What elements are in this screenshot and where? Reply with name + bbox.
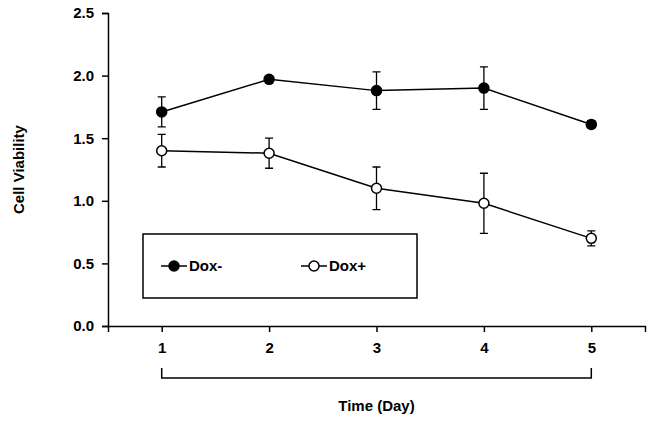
error-bar bbox=[158, 134, 166, 167]
y-tick-label: 0.5 bbox=[73, 255, 94, 272]
x-tick: 1 bbox=[158, 326, 166, 356]
legend-label: Dox+ bbox=[329, 257, 366, 274]
y-axis-line bbox=[102, 14, 109, 327]
marker bbox=[586, 119, 596, 129]
y-tick-label: 1.0 bbox=[73, 192, 94, 209]
x-tick-mark bbox=[269, 326, 271, 332]
series bbox=[157, 67, 597, 130]
x-tick: 4 bbox=[480, 326, 489, 356]
legend-box bbox=[143, 234, 417, 298]
legend-marker bbox=[309, 261, 319, 271]
plot: 1 2 3 4 5 0.0 0.5 1.0 1.5 2.0 2.5 Dox- Dox+ bbox=[73, 4, 645, 378]
x-tick-mark bbox=[376, 326, 378, 332]
x-tick-label: 4 bbox=[480, 339, 489, 356]
y-tick-label: 0.0 bbox=[73, 317, 94, 334]
error-bar bbox=[265, 138, 273, 168]
legend-entry: Dox- bbox=[161, 257, 222, 274]
x-tick-mark bbox=[591, 326, 593, 332]
y-tick: 2.0 bbox=[73, 67, 108, 84]
x-tick: 5 bbox=[588, 326, 596, 356]
y-tick: 1.5 bbox=[73, 130, 108, 147]
error-bar bbox=[373, 167, 381, 210]
x-tick-label: 3 bbox=[373, 339, 381, 356]
x-tick-mark bbox=[161, 326, 163, 332]
error-bar bbox=[480, 67, 488, 110]
x-tick: 3 bbox=[373, 326, 381, 356]
legend-marker bbox=[169, 261, 179, 271]
x-bracket bbox=[162, 368, 592, 378]
y-tick-mark bbox=[102, 138, 108, 140]
error-bar bbox=[373, 72, 381, 110]
x-tick-mark bbox=[484, 326, 486, 332]
series bbox=[157, 134, 597, 245]
y-tick: 0.5 bbox=[73, 255, 108, 272]
x-tick-label: 2 bbox=[265, 339, 273, 356]
line bbox=[162, 151, 592, 239]
marker bbox=[586, 233, 596, 243]
y-tick-label: 1.5 bbox=[73, 130, 94, 147]
error-bar bbox=[158, 97, 166, 127]
y-axis-title: Cell Viability bbox=[10, 124, 27, 214]
x-tick: 2 bbox=[265, 326, 273, 356]
marker bbox=[479, 198, 489, 208]
x-axis: 1 2 3 4 5 bbox=[109, 326, 646, 356]
y-tick-mark bbox=[102, 263, 108, 265]
x-axis-title: Time (Day) bbox=[338, 397, 414, 414]
legend-label: Dox- bbox=[189, 257, 222, 274]
marker bbox=[264, 148, 274, 158]
legend: Dox- Dox+ bbox=[143, 234, 417, 298]
y-tick-label: 2.0 bbox=[73, 67, 94, 84]
y-tick: 0.0 bbox=[73, 317, 108, 334]
marker bbox=[157, 146, 167, 156]
marker bbox=[372, 86, 382, 96]
y-tick-mark bbox=[102, 201, 108, 203]
chart: 1 2 3 4 5 0.0 0.5 1.0 1.5 2.0 2.5 Dox- Dox+ Time (Day… bbox=[0, 0, 671, 427]
y-tick-mark bbox=[102, 13, 108, 15]
y-axis: 0.0 0.5 1.0 1.5 2.0 2.5 bbox=[73, 4, 108, 334]
data-area bbox=[157, 67, 597, 246]
x-tick-label: 1 bbox=[158, 339, 166, 356]
error-bar bbox=[480, 173, 488, 233]
x-tick-label: 5 bbox=[588, 339, 596, 356]
marker bbox=[479, 83, 489, 93]
x-axis-line bbox=[109, 327, 646, 333]
y-tick-mark bbox=[102, 75, 108, 77]
marker bbox=[157, 107, 167, 117]
error-bar bbox=[587, 231, 595, 246]
legend-entry: Dox+ bbox=[301, 257, 366, 274]
y-tick: 1.0 bbox=[73, 192, 108, 209]
marker bbox=[372, 183, 382, 193]
y-tick: 2.5 bbox=[73, 4, 108, 21]
y-tick-label: 2.5 bbox=[73, 4, 94, 21]
y-tick-mark bbox=[102, 326, 108, 328]
marker bbox=[264, 74, 274, 84]
